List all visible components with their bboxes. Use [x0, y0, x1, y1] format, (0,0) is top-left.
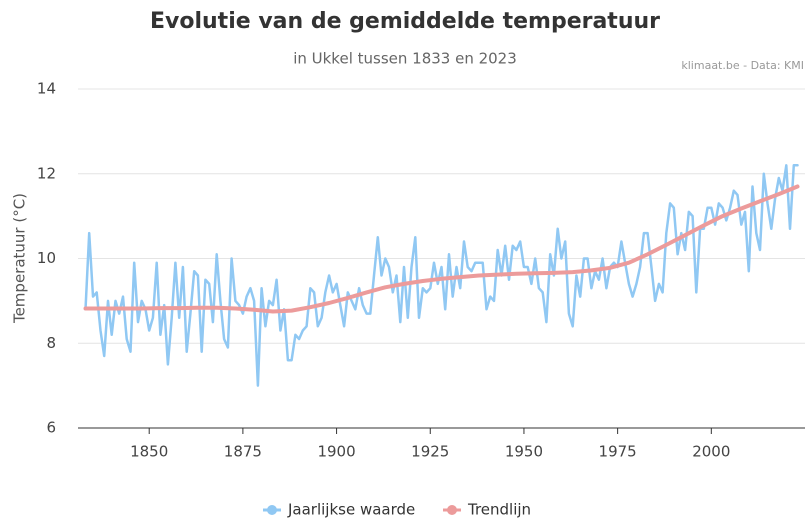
legend-label: Jaarlijkse waarde: [287, 501, 415, 519]
chart-subtitle: in Ukkel tussen 1833 en 2023: [293, 50, 517, 68]
y-tick-label: 14: [37, 80, 56, 98]
legend-symbol: [447, 505, 457, 515]
chart-title: Evolutie van de gemiddelde temperatuur: [150, 9, 660, 34]
series-line: [83, 184, 800, 314]
y-tick-label: 10: [37, 249, 56, 267]
x-tick-label: 1875: [224, 443, 262, 461]
source: klimaat.be - Data: KMI: [681, 59, 804, 72]
x-tick-label: 1925: [411, 443, 449, 461]
legend-label: Trendlijn: [467, 501, 531, 519]
x-tick-label: 1950: [505, 443, 543, 461]
x-tick-label: 1900: [317, 443, 355, 461]
x-tick-label: 1850: [130, 443, 168, 461]
y-tick-label: 8: [46, 334, 56, 352]
legend-symbol: [267, 505, 277, 515]
y-tick-label: 12: [37, 164, 56, 182]
y-tick-label: 6: [46, 419, 56, 437]
x-tick-label: 1975: [599, 443, 637, 461]
series-line: [84, 164, 799, 387]
x-tick-label: 2000: [692, 443, 730, 461]
y-axis-label: Temperatuur (°C): [11, 193, 29, 324]
